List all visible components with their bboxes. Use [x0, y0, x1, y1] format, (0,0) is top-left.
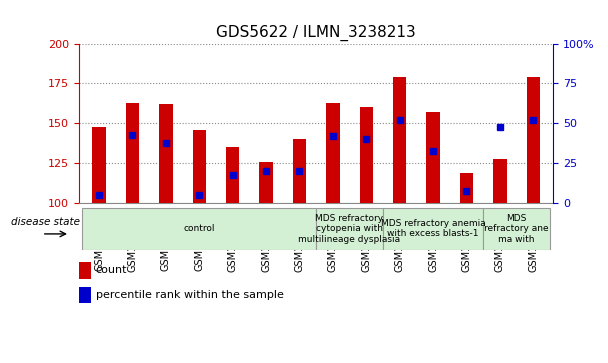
Bar [293, 139, 306, 203]
Bar [316, 208, 383, 250]
Bar [260, 162, 273, 203]
Text: MDS refractory
cytopenia with
multilineage dysplasia: MDS refractory cytopenia with multilinea… [299, 214, 401, 244]
Bar [383, 208, 483, 250]
Text: disease state: disease state [12, 217, 80, 227]
Text: percentile rank within the sample: percentile rank within the sample [95, 290, 283, 300]
Bar [82, 208, 316, 250]
Text: MDS refractory anemia
with excess blasts-1: MDS refractory anemia with excess blasts… [381, 219, 485, 238]
Bar [226, 147, 240, 203]
Bar [426, 112, 440, 203]
Bar [193, 130, 206, 203]
Bar [79, 262, 91, 279]
Bar [359, 107, 373, 203]
Text: control: control [184, 224, 215, 233]
Bar [79, 287, 91, 303]
Bar [493, 159, 506, 203]
Bar [126, 103, 139, 203]
Bar [483, 208, 550, 250]
Bar [326, 103, 339, 203]
Text: count: count [95, 265, 127, 276]
Text: MDS
refractory ane
ma with: MDS refractory ane ma with [484, 214, 549, 244]
Bar [460, 173, 473, 203]
Title: GDS5622 / ILMN_3238213: GDS5622 / ILMN_3238213 [216, 25, 416, 41]
Bar [92, 127, 106, 203]
Bar [393, 77, 406, 203]
Bar [159, 104, 173, 203]
Bar [527, 77, 540, 203]
